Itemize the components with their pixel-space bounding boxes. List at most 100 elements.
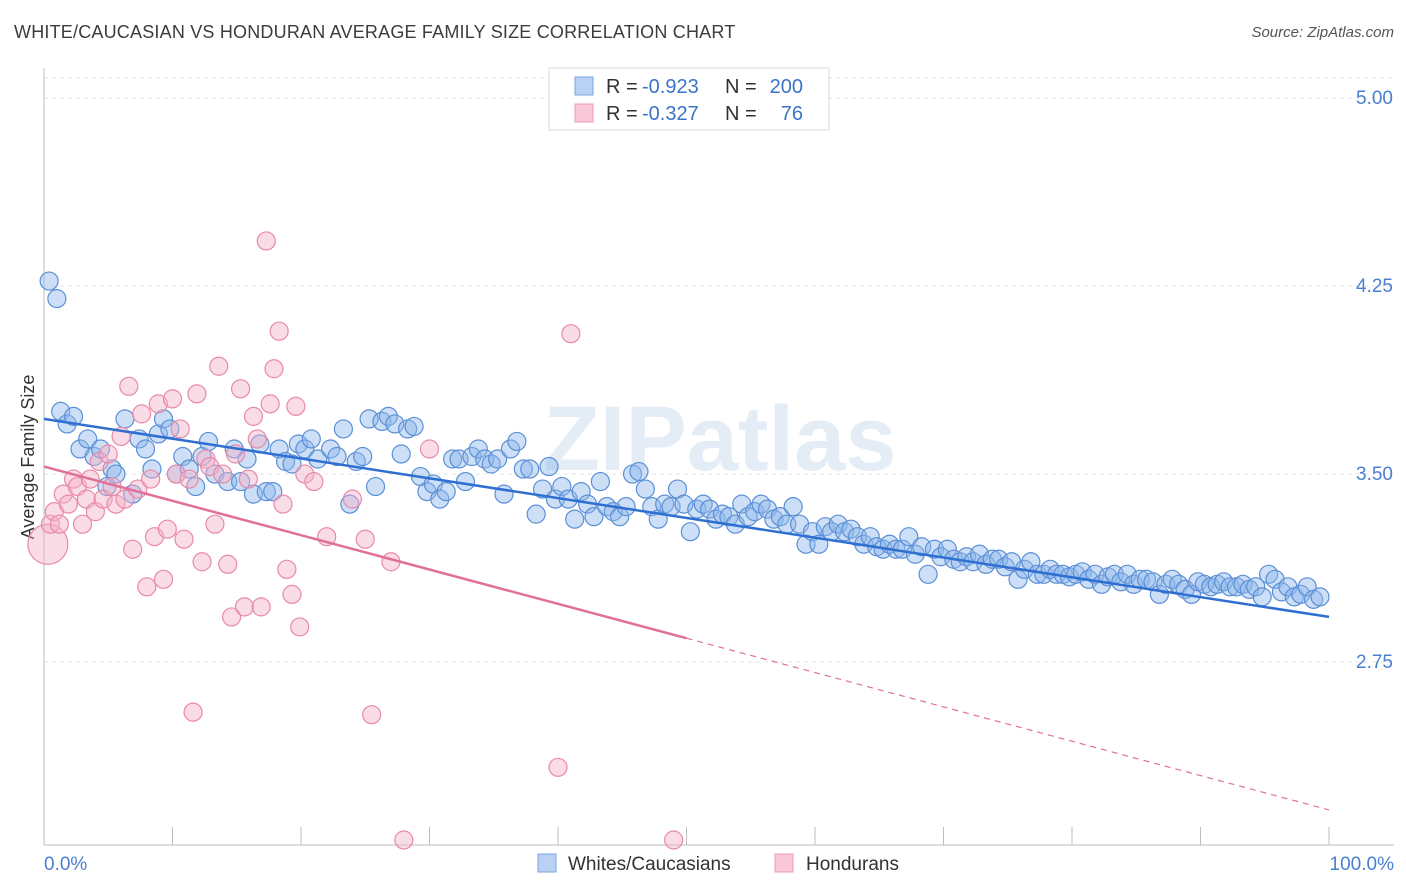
whites-point	[841, 519, 861, 539]
whites-point	[443, 449, 463, 469]
whites-point	[918, 564, 938, 584]
whites-point	[63, 406, 84, 426]
hondurans-point	[209, 356, 229, 376]
legend-r-value-1: -0.923	[642, 76, 699, 98]
bottom-legend-label-whites: Whites/Caucasians	[568, 854, 731, 875]
y-tick-labels: 5.00 4.25 3.50 2.75	[1356, 88, 1393, 673]
whites-point	[565, 509, 585, 529]
axes	[43, 68, 1394, 846]
bottom-legend-swatch-hondurans	[774, 853, 794, 873]
whites-point	[1271, 582, 1292, 602]
whites-point	[153, 409, 174, 429]
whites-point	[507, 431, 527, 452]
whites-point	[1310, 587, 1330, 607]
y-tick-label: 2.75	[1356, 652, 1393, 673]
hondurans-point	[342, 489, 362, 509]
x-tick-label-max: 100.0%	[1330, 854, 1395, 875]
hondurans-point	[123, 539, 143, 559]
hondurans-point	[277, 559, 297, 579]
whites-point	[231, 471, 251, 492]
whites-point	[1117, 564, 1137, 584]
hondurans-point	[238, 469, 258, 489]
whites-point	[1259, 564, 1279, 584]
whites-point	[532, 479, 553, 499]
trend-lines	[43, 417, 1330, 811]
whites-point	[301, 429, 321, 449]
whites-point	[1214, 572, 1234, 592]
legend-r-label-1: R =	[606, 76, 638, 98]
whites-trend-line	[43, 417, 1330, 619]
whites-point	[828, 514, 848, 534]
legend-swatch-hondurans	[574, 103, 594, 123]
hondurans-point	[137, 577, 157, 597]
hondurans-point	[58, 494, 79, 514]
whites-point	[436, 481, 456, 502]
whites-point	[353, 446, 373, 467]
whites-point	[751, 494, 771, 514]
legend-n-value-1: 200	[770, 76, 803, 98]
hondurans-point	[231, 379, 251, 399]
hondurans-point	[27, 523, 69, 565]
hondurans-point	[213, 464, 233, 484]
whites-point	[391, 444, 411, 464]
chart-title: WHITE/CAUCASIAN VS HONDURAN AVERAGE FAMI…	[14, 22, 736, 42]
whites-point	[693, 494, 713, 514]
hondurans-point	[49, 514, 70, 534]
hondurans-trend-line	[43, 465, 687, 640]
hondurans-trend-extension	[686, 637, 1330, 811]
whites-point	[333, 419, 354, 439]
hondurans-point	[157, 519, 177, 539]
hondurans-point	[561, 324, 581, 344]
whites-point	[1008, 569, 1028, 589]
whites-point	[198, 431, 219, 452]
whites-point	[430, 489, 450, 509]
hondurans-point	[170, 419, 190, 439]
whites-point	[282, 454, 302, 474]
hondurans-point	[106, 494, 126, 514]
whites-point	[115, 409, 135, 429]
hondurans-point	[286, 396, 306, 416]
whites-point	[455, 471, 476, 492]
whites-point	[256, 481, 276, 502]
hondurans-point	[355, 529, 375, 549]
hondurans-point	[119, 376, 139, 396]
source-credit: Source: ZipAtlas.com	[1251, 24, 1394, 41]
y-tick-label: 4.25	[1356, 276, 1393, 297]
whites-point	[142, 459, 162, 479]
whites-point	[700, 499, 720, 519]
whites-point	[552, 476, 572, 497]
whites-point	[629, 461, 649, 482]
hondurans-point	[174, 529, 194, 549]
legend-n-label-2: N =	[725, 103, 757, 125]
legend-swatch-whites	[574, 76, 594, 96]
whites-point	[539, 456, 559, 477]
whites-point	[468, 439, 488, 459]
whites-point	[680, 522, 700, 542]
hondurans-point	[304, 471, 324, 492]
whites-point	[513, 459, 533, 479]
hondurans-point	[548, 757, 568, 777]
whites-point	[635, 479, 655, 499]
whites-point	[186, 476, 206, 497]
legend-n-value-2: 76	[781, 103, 803, 125]
hondurans-point	[183, 702, 203, 722]
whites-point	[288, 434, 309, 454]
hondurans-point	[192, 552, 212, 572]
whites-point	[481, 454, 501, 474]
whites-point	[783, 497, 803, 517]
y-axis-label: Average Family Size	[18, 375, 38, 540]
hondurans-point	[290, 617, 310, 637]
hondurans-point	[234, 597, 255, 617]
whites-point	[899, 527, 919, 547]
hondurans-point	[179, 469, 199, 489]
hondurans-point	[187, 384, 207, 404]
whites-point	[500, 439, 521, 459]
whites-point	[340, 494, 360, 514]
hondurans-point	[115, 489, 135, 509]
hondurans-point	[141, 469, 161, 489]
hondurans-point	[251, 597, 271, 617]
y-tick-label: 3.50	[1356, 464, 1393, 485]
hondurans-point	[282, 584, 302, 604]
whites-point	[47, 288, 67, 309]
hondurans-point	[166, 464, 186, 484]
